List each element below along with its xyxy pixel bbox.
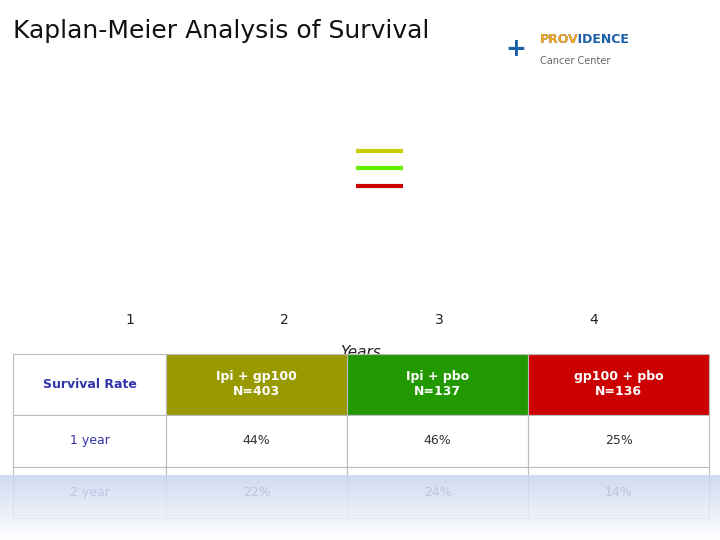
Text: Survival Rate: Survival Rate [42,377,137,390]
Text: 25%: 25% [605,434,633,447]
FancyBboxPatch shape [528,467,709,518]
FancyBboxPatch shape [528,415,709,467]
FancyBboxPatch shape [13,354,166,415]
Text: 22%: 22% [243,486,271,499]
Text: 2: 2 [280,313,289,327]
Text: Years: Years [340,345,380,360]
Text: Ipi + pbo
N=137: Ipi + pbo N=137 [406,370,469,398]
FancyBboxPatch shape [347,415,528,467]
FancyBboxPatch shape [166,467,347,518]
Text: 1 year: 1 year [70,434,109,447]
Text: 44%: 44% [243,434,271,447]
Text: 24%: 24% [424,486,451,499]
FancyBboxPatch shape [13,415,166,467]
FancyBboxPatch shape [166,354,347,415]
Text: 4: 4 [590,313,598,327]
Text: PROV: PROV [540,33,579,46]
Text: 2 year: 2 year [70,486,109,499]
Text: +: + [506,37,526,60]
Text: Cancer Center: Cancer Center [540,56,611,66]
FancyBboxPatch shape [528,354,709,415]
Text: Kaplan-Meier Analysis of Survival: Kaplan-Meier Analysis of Survival [13,19,429,43]
Text: PROVIDENCE: PROVIDENCE [540,33,630,46]
Text: 46%: 46% [424,434,451,447]
Text: 3: 3 [435,313,444,327]
FancyBboxPatch shape [347,467,528,518]
Text: 14%: 14% [605,486,633,499]
Text: gp100 + pbo
N=136: gp100 + pbo N=136 [574,370,664,398]
FancyBboxPatch shape [166,415,347,467]
FancyBboxPatch shape [13,467,166,518]
FancyBboxPatch shape [347,354,528,415]
Text: Ipi + gp100
N=403: Ipi + gp100 N=403 [216,370,297,398]
Text: 1: 1 [125,313,134,327]
